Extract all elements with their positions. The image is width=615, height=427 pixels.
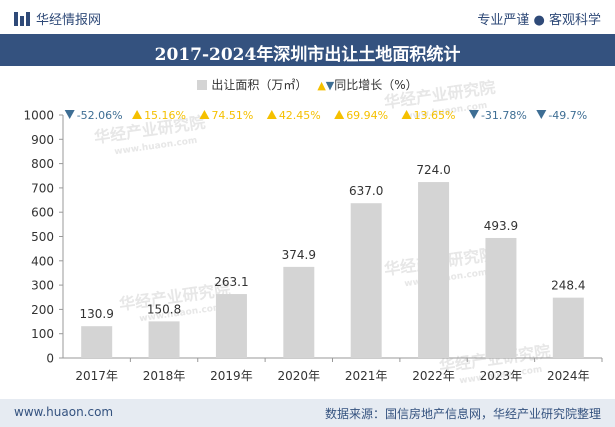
bar-value-label: 637.0 xyxy=(349,184,383,198)
bar xyxy=(283,266,315,358)
y-tick-label: 100 xyxy=(31,327,54,341)
bar xyxy=(81,326,113,358)
footer-source: 数据来源：国信房地产信息网，华经产业研究院整理 xyxy=(324,407,601,421)
chart-title: 2017-2024年深圳市出让土地面积统计 xyxy=(154,45,461,65)
y-tick-label: 700 xyxy=(31,181,54,195)
growth-label: 13.65% xyxy=(414,109,456,122)
growth-down-triangle-icon xyxy=(64,110,75,119)
growth-label: 69.94% xyxy=(346,109,388,122)
bar-value-label: 248.4 xyxy=(551,279,585,293)
x-tick-label: 2019年 xyxy=(210,369,253,383)
y-tick-label: 300 xyxy=(31,279,54,293)
growth-down-triangle-icon xyxy=(468,110,479,119)
growth-label: -31.78% xyxy=(481,109,527,122)
growth-label: 42.45% xyxy=(279,109,321,122)
x-tick-label: 2022年 xyxy=(412,369,455,383)
y-tick-label: 600 xyxy=(31,206,54,220)
x-tick-label: 2018年 xyxy=(143,369,186,383)
legend-up-triangle-icon: ▲ xyxy=(317,79,326,92)
x-tick-label: 2021年 xyxy=(345,369,388,383)
growth-up-triangle-icon xyxy=(132,110,143,119)
bar-value-label: 493.9 xyxy=(484,219,518,233)
growth-label: -49.7% xyxy=(548,109,587,122)
footer-site: www.huaon.com xyxy=(14,405,114,419)
title-bar: 2017-2024年深圳市出让土地面积统计 xyxy=(0,34,615,66)
growth-label: 15.16% xyxy=(144,109,186,122)
x-tick-label: 2020年 xyxy=(278,369,321,383)
x-tick-label: 2023年 xyxy=(480,369,523,383)
y-tick-label: 0 xyxy=(46,352,54,366)
top-bar: 华经情报网 专业严谨 ● 客观科学 xyxy=(0,0,615,34)
growth-up-triangle-icon xyxy=(266,110,277,119)
bar xyxy=(552,297,584,358)
bar xyxy=(148,321,180,358)
y-tick-label: 500 xyxy=(31,230,54,244)
bar xyxy=(350,203,382,358)
growth-up-triangle-icon xyxy=(401,110,412,119)
slogan: 专业严谨 ● 客观科学 xyxy=(477,13,601,28)
bar-value-label: 150.8 xyxy=(147,302,181,316)
bar-value-label: 263.1 xyxy=(214,275,248,289)
bar-value-label: 130.9 xyxy=(80,307,114,321)
growth-label: -52.06% xyxy=(77,109,123,122)
brand-logo-icon xyxy=(14,11,30,26)
bar-chart: 华经产业研究院www.huaon.com华经产业研究院www.huaon.com… xyxy=(23,78,603,386)
legend-down-triangle-icon: ▼ xyxy=(325,79,335,92)
growth-down-triangle-icon xyxy=(536,110,547,119)
y-tick-label: 200 xyxy=(31,303,54,317)
bar xyxy=(215,294,247,358)
bar xyxy=(485,237,517,358)
x-tick-label: 2024年 xyxy=(547,369,590,383)
legend-bar-label: 出让面积（万㎡） xyxy=(211,78,308,92)
legend: 出让面积（万㎡） ▲▼同比增长（%） xyxy=(0,76,615,93)
brand: 华经情报网 xyxy=(14,9,101,28)
legend-bar-swatch xyxy=(197,80,208,90)
y-tick-label: 800 xyxy=(31,157,54,171)
y-tick-label: 400 xyxy=(31,254,54,268)
y-tick-label: 1000 xyxy=(23,109,54,123)
x-tick-label: 2017年 xyxy=(75,369,118,383)
bar xyxy=(418,182,450,358)
growth-up-triangle-icon xyxy=(199,110,210,119)
footer: www.huaon.com 数据来源：国信房地产信息网，华经产业研究院整理 xyxy=(0,399,615,427)
growth-label: 74.51% xyxy=(211,109,253,122)
brand-name: 华经情报网 xyxy=(36,13,102,28)
growth-up-triangle-icon xyxy=(334,110,345,119)
bar-value-label: 724.0 xyxy=(416,163,450,177)
y-tick-label: 900 xyxy=(31,133,54,147)
bar-value-label: 374.9 xyxy=(282,248,316,262)
legend-change-label: 同比增长（%） xyxy=(334,78,418,92)
